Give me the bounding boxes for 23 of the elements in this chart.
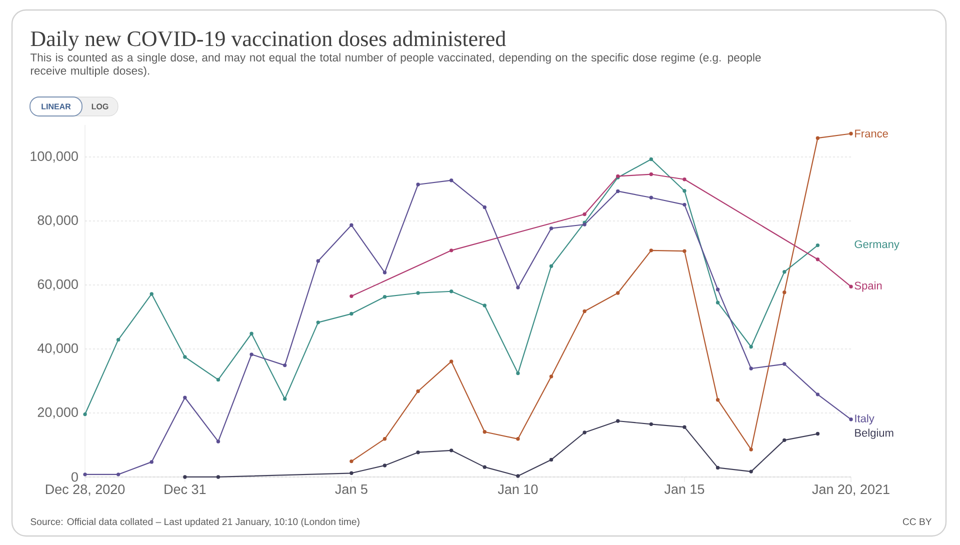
y-tick-label: 40,000 bbox=[38, 343, 78, 355]
y-tick-label: 80,000 bbox=[38, 215, 78, 227]
x-tick-label: Jan 15 bbox=[664, 484, 704, 494]
series-label: France bbox=[855, 130, 888, 138]
series-label: Spain bbox=[854, 281, 882, 292]
text: LINEAR bbox=[42, 104, 71, 110]
x-tick-label: Jan 5 bbox=[335, 484, 368, 494]
x-tick-label: Jan 20, 2021 bbox=[812, 484, 890, 496]
y-tick-label: 60,000 bbox=[38, 279, 78, 291]
y-tick-label: 0 bbox=[72, 472, 78, 482]
text: Germany bbox=[854, 240, 900, 250]
chart-subtitle: This is counted as a single dose, and may not equal the total number of people vaccinated, depending on the specific dose regime (e.g. people receive multiple doses). bbox=[30, 53, 761, 77]
text: Belgium bbox=[855, 428, 894, 439]
text: CC BY bbox=[902, 518, 932, 526]
chart-title: Daily new COVID-19 vaccination doses administered bbox=[30, 30, 506, 51]
x-tick-label: Dec 28, 2020 bbox=[46, 484, 125, 496]
x-tick-label: Jan 10 bbox=[498, 484, 538, 494]
source-note: Source: Official data collated – Last updated 21 January, 10:10 (London time) bbox=[30, 518, 360, 527]
y-tick-label: 100,000 bbox=[30, 151, 78, 163]
text: LOG bbox=[92, 104, 108, 110]
y-tick-label: 20,000 bbox=[38, 407, 78, 419]
series-label: Italy bbox=[855, 414, 874, 425]
x-tick-label: Dec 31 bbox=[164, 484, 206, 494]
